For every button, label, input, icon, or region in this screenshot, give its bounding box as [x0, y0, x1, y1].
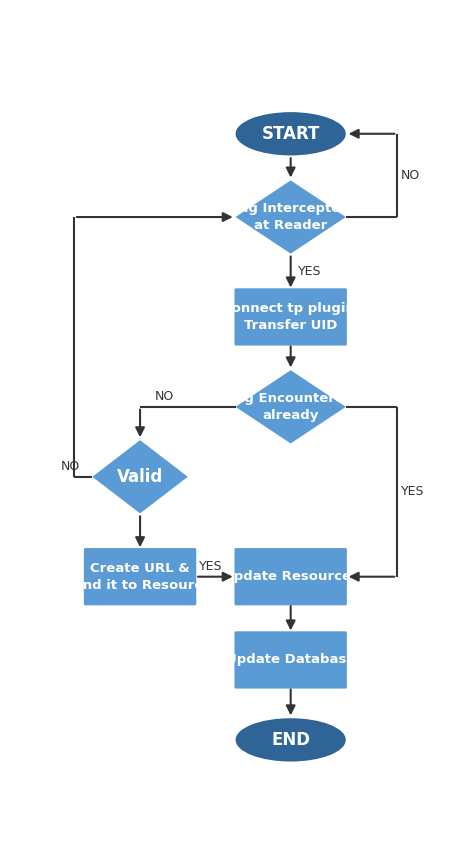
Text: END: END	[271, 731, 310, 749]
Text: Update Resources: Update Resources	[223, 570, 359, 583]
Text: Valid: Valid	[117, 468, 163, 486]
Text: YES: YES	[401, 485, 424, 498]
Text: Create URL &
Bind it to Resource: Create URL & Bind it to Resource	[68, 561, 212, 592]
FancyBboxPatch shape	[84, 548, 196, 605]
Text: NO: NO	[155, 390, 174, 403]
Text: START: START	[262, 125, 320, 143]
FancyBboxPatch shape	[235, 631, 347, 689]
Text: YES: YES	[199, 561, 222, 573]
Text: Connect tp plugin,
Transfer UID: Connect tp plugin, Transfer UID	[222, 302, 360, 332]
FancyBboxPatch shape	[235, 548, 347, 605]
Text: Update Database: Update Database	[226, 653, 356, 666]
Polygon shape	[236, 181, 346, 253]
Polygon shape	[236, 370, 346, 444]
Text: NO: NO	[401, 169, 420, 182]
Ellipse shape	[236, 718, 346, 761]
Text: Tag Encountered
already: Tag Encountered already	[228, 392, 354, 422]
Polygon shape	[92, 440, 188, 514]
Text: YES: YES	[298, 266, 321, 279]
FancyBboxPatch shape	[235, 288, 347, 346]
Text: NO: NO	[61, 460, 80, 473]
Text: Tag Intercepted
at Reader: Tag Intercepted at Reader	[232, 202, 349, 232]
Ellipse shape	[236, 112, 346, 156]
